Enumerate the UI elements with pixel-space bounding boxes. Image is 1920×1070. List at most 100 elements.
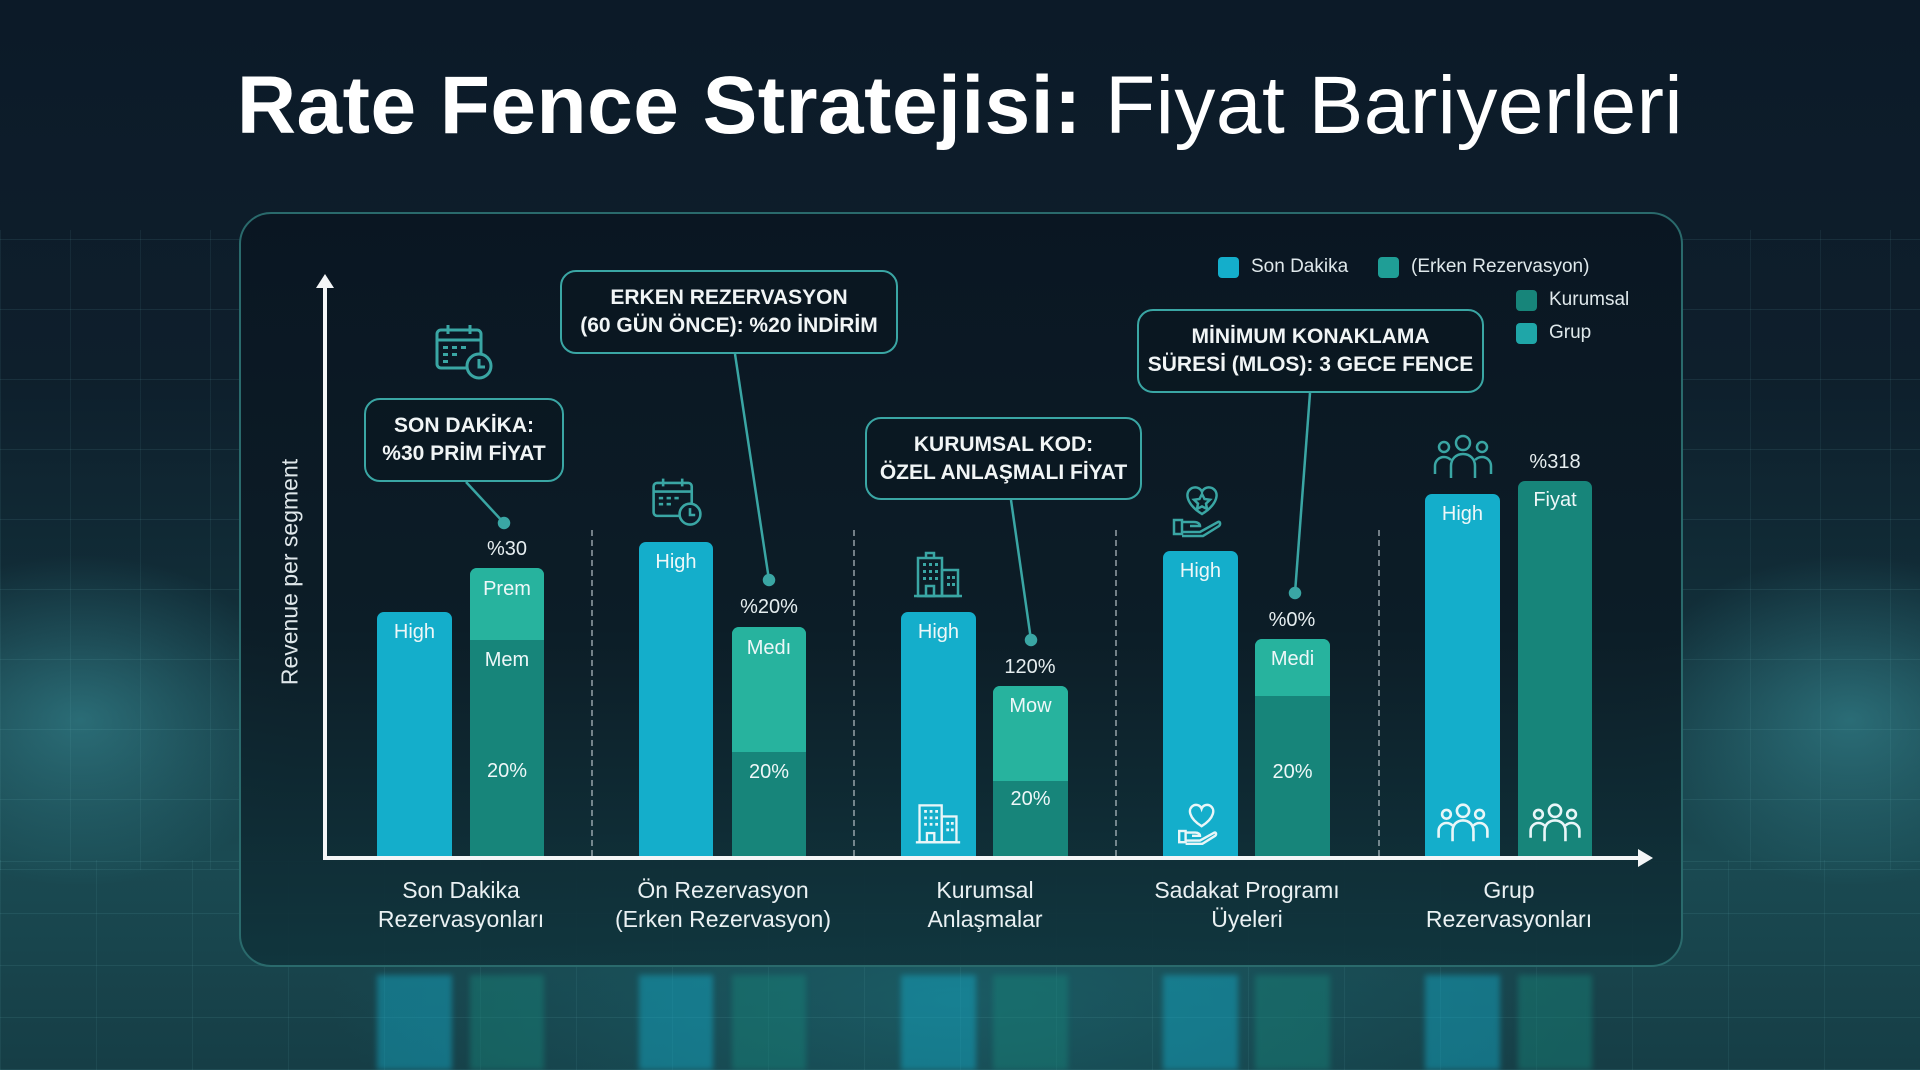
bar-reflection: [993, 975, 1068, 1070]
x-label-son-dakika: Son Dakika Rezervasyonları: [341, 876, 581, 934]
bar-reflection: [377, 975, 452, 1070]
callout-kurumsal-kod: KURUMSAL KOD: ÖZEL ANLAŞMALI FİYAT: [865, 417, 1142, 500]
bar-label: 20%: [1272, 761, 1313, 783]
callout-line: %30 PRİM FİYAT: [382, 442, 546, 465]
callout-line: SON DAKİKA:: [394, 414, 534, 437]
x-label-grup: Grup Rezervasyonları: [1389, 876, 1629, 934]
callout-erken-rezervasyon: ERKEN REZERVASYON (60 GÜN ÖNCE): %20 İND…: [560, 270, 898, 354]
x-axis-arrow: [1638, 849, 1653, 867]
bar-reflection: [1255, 975, 1330, 1070]
background-grid-left: [0, 230, 240, 870]
bar-segment-medium: [732, 627, 806, 752]
bar-segment-medium: [1255, 639, 1330, 696]
bar-high-son-dakika[interactable]: High: [377, 612, 452, 858]
x-label-line: (Erken Rezervasyon): [614, 906, 832, 932]
callout-line: ERKEN REZERVASYON: [610, 286, 848, 309]
bar-reflection: [639, 975, 713, 1070]
legend-swatch: [1516, 322, 1537, 344]
bar-label: High: [393, 621, 436, 643]
group-divider: [853, 530, 855, 856]
legend-swatch: [1218, 256, 1239, 278]
heart-hand-icon: [1172, 486, 1222, 538]
bar-label: Medi: [1270, 648, 1315, 670]
bar-fence-grup[interactable]: Fiyat: [1518, 481, 1592, 858]
bar-fence-on-rezervasyon[interactable]: Medı 20%: [732, 627, 806, 858]
group-people-icon: [1433, 434, 1493, 478]
bar-high-grup[interactable]: High: [1425, 494, 1500, 858]
pct-annotation: %20%: [740, 596, 798, 618]
x-label-line: Ön Rezervasyon: [637, 877, 809, 903]
bar-label: 20%: [1010, 788, 1051, 810]
callout-line: MİNİMUM KONAKLAMA: [1191, 325, 1430, 348]
bar-label: High: [1179, 560, 1222, 582]
bar-high-on-rezervasyon[interactable]: High: [639, 542, 713, 858]
bar-label: Medı: [746, 637, 792, 659]
callout-son-dakika: SON DAKİKA: %30 PRİM FİYAT: [364, 398, 564, 482]
bar-label: Fiyat: [1533, 489, 1577, 511]
pct-annotation: 120%: [1004, 656, 1056, 678]
bar-reflection: [1163, 975, 1238, 1070]
legend-item-erken-rezervasyon: (Erken Rezervasyon): [1378, 256, 1589, 278]
title-bold: Rate Fence Stratejisi:: [236, 60, 1082, 151]
calendar-clock-icon: [652, 478, 702, 526]
pct-annotation: %318: [1529, 451, 1581, 473]
group-divider: [1115, 530, 1117, 856]
bar-label: Mem: [484, 649, 530, 671]
bar-label: 20%: [486, 760, 528, 782]
callout-line: ÖZEL ANLAŞMALI FİYAT: [879, 460, 1128, 484]
bar-high-sadakat[interactable]: High: [1163, 551, 1238, 858]
building-icon: [914, 551, 962, 598]
x-label-line: Kurumsal: [936, 877, 1034, 903]
legend-swatch: [1516, 289, 1537, 311]
background-grid-right: [1680, 230, 1920, 870]
x-label-line: Anlaşmalar: [927, 906, 1043, 932]
x-label-line: Sadakat Programı: [1154, 877, 1340, 903]
bar-reflection: [470, 975, 544, 1070]
legend-label: Son Dakika: [1251, 256, 1349, 277]
bar-label: High: [1441, 503, 1484, 525]
bar-label: Mow: [1009, 695, 1052, 717]
legend-label: Kurumsal: [1549, 289, 1630, 310]
bar-fence-kurumsal[interactable]: Mow 20%: [993, 686, 1068, 858]
bar-segment-low: [993, 686, 1068, 781]
callout-line: SÜRESİ (MLOS): 3 GECE FENCE: [1147, 353, 1474, 376]
bar-fence-son-dakika[interactable]: Prem Mem 20%: [470, 568, 544, 858]
pct-annotation: %0%: [1268, 609, 1316, 631]
legend-label: Grup: [1549, 322, 1592, 343]
legend-item-kurumsal: Kurumsal: [1516, 289, 1629, 311]
x-label-line: Rezervasyonları: [1425, 906, 1593, 932]
bar-fence-sadakat[interactable]: Medi 20%: [1255, 639, 1330, 858]
group-people-icon: [1529, 803, 1581, 842]
bar-high-kurumsal[interactable]: High: [901, 612, 976, 858]
calendar-clock-icon: [435, 325, 493, 380]
legend-item-grup: Grup: [1516, 322, 1591, 344]
x-label-line: Son Dakika: [402, 877, 520, 903]
bar-reflection: [901, 975, 976, 1070]
y-axis: [323, 282, 327, 860]
group-people-icon: [1437, 803, 1489, 842]
callout-mlos: MİNİMUM KONAKLAMA SÜRESİ (MLOS): 3 GECE …: [1137, 309, 1484, 393]
x-label-line: Grup: [1483, 877, 1535, 903]
bar-label: High: [917, 621, 960, 643]
bar-segment-premium: [470, 568, 544, 640]
callout-line: KURUMSAL KOD:: [913, 432, 1094, 456]
bar-reflection: [1518, 975, 1592, 1070]
bar-label: High: [655, 551, 697, 573]
pct-annotation: %30: [486, 538, 528, 560]
x-axis: [323, 856, 1643, 860]
title-light: Fiyat Bariyerleri: [1081, 60, 1684, 151]
x-label-line: Rezervasyonları: [377, 906, 545, 932]
legend-label: (Erken Rezervasyon): [1411, 256, 1590, 277]
bar-label: Prem: [483, 578, 531, 600]
bar-reflection: [1425, 975, 1500, 1070]
y-axis-arrow: [316, 274, 334, 288]
page-title: Rate Fence Stratejisi: Fiyat Bariyerleri: [0, 58, 1920, 154]
x-label-line: Üyeleri: [1211, 906, 1283, 932]
callout-line: (60 GÜN ÖNCE): %20 İNDİRİM: [580, 314, 878, 337]
x-label-on-rezervasyon: Ön Rezervasyon (Erken Rezervasyon): [603, 876, 843, 934]
heart-hand-icon: [1178, 803, 1218, 845]
building-icon: [915, 804, 961, 844]
legend-swatch: [1378, 256, 1399, 278]
legend-item-son-dakika: Son Dakika: [1218, 256, 1348, 278]
